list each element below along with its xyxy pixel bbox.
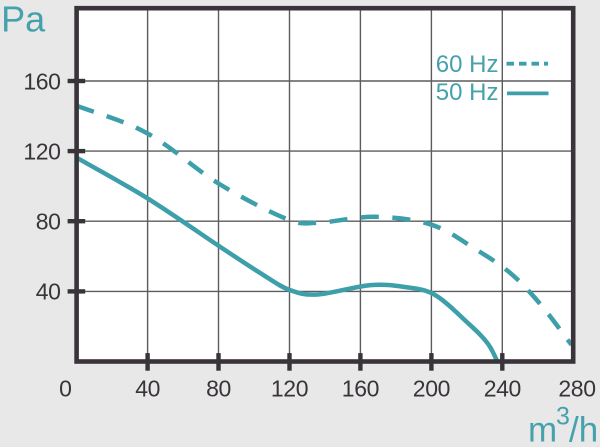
svg-text:200: 200 <box>413 376 450 402</box>
svg-text:50 Hz: 50 Hz <box>436 79 499 106</box>
svg-text:240: 240 <box>484 376 521 402</box>
svg-text:3: 3 <box>556 403 570 431</box>
svg-text:40: 40 <box>36 279 61 305</box>
svg-text:0: 0 <box>59 376 71 402</box>
svg-text:/h: /h <box>569 411 598 447</box>
svg-text:Pa: Pa <box>1 0 46 40</box>
svg-text:60 Hz: 60 Hz <box>436 51 499 78</box>
svg-text:160: 160 <box>342 376 379 402</box>
svg-text:120: 120 <box>23 138 60 164</box>
svg-text:120: 120 <box>271 376 308 402</box>
svg-text:80: 80 <box>206 376 231 402</box>
svg-text:40: 40 <box>135 376 160 402</box>
svg-text:80: 80 <box>36 209 61 235</box>
svg-text:280: 280 <box>558 376 595 402</box>
svg-text:160: 160 <box>23 68 60 94</box>
svg-text:m: m <box>528 411 557 447</box>
